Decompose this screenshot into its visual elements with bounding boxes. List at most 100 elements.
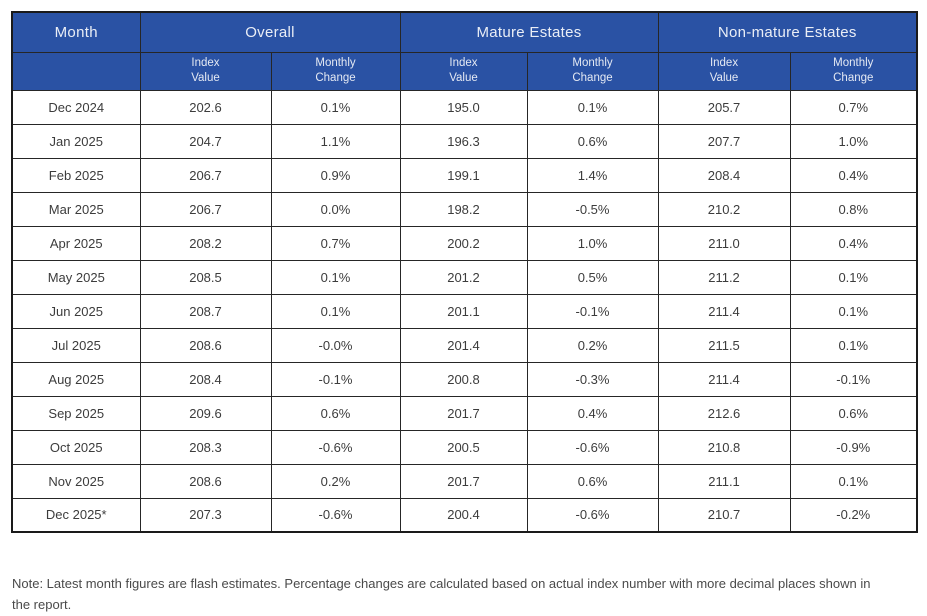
mature-change-cell: -0.5%	[526, 191, 659, 227]
overall-change-cell: 0.7%	[270, 225, 401, 261]
non-mature-change-cell: -0.2%	[789, 497, 918, 533]
month-cell: Dec 2025*	[11, 497, 141, 533]
mature-index-cell: 201.7	[399, 463, 528, 499]
mature-change-cell: -0.6%	[526, 429, 659, 465]
mature-index-cell: 200.2	[399, 225, 528, 261]
mature-index-cell: 196.3	[399, 123, 528, 159]
mature-change-cell: 0.1%	[526, 89, 659, 125]
overall-change-cell: -0.6%	[270, 497, 401, 533]
overall-index-cell: 207.3	[139, 497, 272, 533]
non-mature-index-cell: 212.6	[657, 395, 791, 431]
column-group-overall: Overall	[139, 11, 401, 53]
non-mature-change-cell: -0.9%	[789, 429, 918, 465]
table-header: Month Overall Mature Estates Non-mature …	[11, 11, 918, 91]
sub-header-overall-index-value: Index Value	[139, 51, 272, 91]
overall-change-cell: -0.6%	[270, 429, 401, 465]
overall-index-cell: 208.4	[139, 361, 272, 397]
mature-change-cell: 0.6%	[526, 463, 659, 499]
non-mature-index-cell: 210.2	[657, 191, 791, 227]
overall-change-cell: 0.6%	[270, 395, 401, 431]
overall-change-cell: -0.1%	[270, 361, 401, 397]
table-row: Nov 2025 208.6 0.2% 201.7 0.6% 211.1 0.1%	[11, 463, 918, 499]
mature-index-cell: 195.0	[399, 89, 528, 125]
non-mature-change-cell: 0.7%	[789, 89, 918, 125]
overall-index-cell: 208.2	[139, 225, 272, 261]
mature-index-cell: 201.4	[399, 327, 528, 363]
overall-change-cell: 0.0%	[270, 191, 401, 227]
mature-index-cell: 200.5	[399, 429, 528, 465]
non-mature-index-cell: 208.4	[657, 157, 791, 193]
overall-change-cell: 0.2%	[270, 463, 401, 499]
mature-index-cell: 200.4	[399, 497, 528, 533]
non-mature-change-cell: -0.1%	[789, 361, 918, 397]
mature-change-cell: 0.5%	[526, 259, 659, 295]
mature-index-cell: 198.2	[399, 191, 528, 227]
non-mature-index-cell: 207.7	[657, 123, 791, 159]
sub-header-blank	[11, 51, 141, 91]
table-body: Dec 2024 202.6 0.1% 195.0 0.1% 205.7 0.7% Jan 2…	[11, 89, 918, 533]
month-cell: Dec 2024	[11, 89, 141, 125]
non-mature-index-cell: 211.4	[657, 293, 791, 329]
overall-index-cell: 204.7	[139, 123, 272, 159]
sub-header-overall-monthly-change: Monthly Change	[270, 51, 401, 91]
table-row: Oct 2025 208.3 -0.6% 200.5 -0.6% 210.8 -0.9%	[11, 429, 918, 465]
mature-change-cell: 1.4%	[526, 157, 659, 193]
table-row: Mar 2025 206.7 0.0% 198.2 -0.5% 210.2 0.8%	[11, 191, 918, 227]
non-mature-index-cell: 211.1	[657, 463, 791, 499]
overall-index-cell: 208.3	[139, 429, 272, 465]
mature-change-cell: 0.4%	[526, 395, 659, 431]
overall-change-cell: 0.1%	[270, 259, 401, 295]
month-cell: May 2025	[11, 259, 141, 295]
month-cell: Sep 2025	[11, 395, 141, 431]
sub-header-row: Index Value Monthly Change Index Value M…	[11, 51, 918, 91]
month-cell: Apr 2025	[11, 225, 141, 261]
table-row: Dec 2025* 207.3 -0.6% 200.4 -0.6% 210.7 -0.2%	[11, 497, 918, 533]
month-cell: Oct 2025	[11, 429, 141, 465]
overall-change-cell: 0.1%	[270, 293, 401, 329]
mature-index-cell: 201.7	[399, 395, 528, 431]
non-mature-index-cell: 210.8	[657, 429, 791, 465]
mature-change-cell: 0.2%	[526, 327, 659, 363]
column-group-non-mature-estates: Non-mature Estates	[657, 11, 918, 53]
mature-index-cell: 199.1	[399, 157, 528, 193]
sub-header-non-mature-index-value: Index Value	[657, 51, 791, 91]
non-mature-index-cell: 211.5	[657, 327, 791, 363]
non-mature-change-cell: 0.1%	[789, 259, 918, 295]
overall-index-cell: 206.7	[139, 157, 272, 193]
mature-index-cell: 201.2	[399, 259, 528, 295]
table-row: Jan 2025 204.7 1.1% 196.3 0.6% 207.7 1.0%	[11, 123, 918, 159]
sub-header-mature-index-value: Index Value	[399, 51, 528, 91]
month-cell: Jun 2025	[11, 293, 141, 329]
table-row: Aug 2025 208.4 -0.1% 200.8 -0.3% 211.4 -0.1%	[11, 361, 918, 397]
mature-change-cell: -0.6%	[526, 497, 659, 533]
non-mature-change-cell: 0.8%	[789, 191, 918, 227]
footnote: Note: Latest month figures are flash est…	[12, 576, 871, 613]
table-row: Dec 2024 202.6 0.1% 195.0 0.1% 205.7 0.7%	[11, 89, 918, 125]
price-index-table: Month Overall Mature Estates Non-mature …	[11, 11, 919, 533]
month-cell: Jul 2025	[11, 327, 141, 363]
mature-index-cell: 201.1	[399, 293, 528, 329]
table-row: May 2025 208.5 0.1% 201.2 0.5% 211.2 0.1%	[11, 259, 918, 295]
table-row: Apr 2025 208.2 0.7% 200.2 1.0% 211.0 0.4%	[11, 225, 918, 261]
overall-change-cell: 0.1%	[270, 89, 401, 125]
overall-change-cell: 0.9%	[270, 157, 401, 193]
non-mature-change-cell: 0.4%	[789, 225, 918, 261]
overall-index-cell: 208.7	[139, 293, 272, 329]
month-cell: Nov 2025	[11, 463, 141, 499]
table-row: Jul 2025 208.6 -0.0% 201.4 0.2% 211.5 0.1%	[11, 327, 918, 363]
mature-change-cell: -0.3%	[526, 361, 659, 397]
overall-index-cell: 209.6	[139, 395, 272, 431]
column-header-month: Month	[11, 11, 141, 53]
table-row: Sep 2025 209.6 0.6% 201.7 0.4% 212.6 0.6%	[11, 395, 918, 431]
month-cell: Mar 2025	[11, 191, 141, 227]
non-mature-index-cell: 210.7	[657, 497, 791, 533]
overall-index-cell: 208.5	[139, 259, 272, 295]
non-mature-index-cell: 205.7	[657, 89, 791, 125]
mature-index-cell: 200.8	[399, 361, 528, 397]
overall-index-cell: 202.6	[139, 89, 272, 125]
mature-change-cell: 0.6%	[526, 123, 659, 159]
overall-index-cell: 208.6	[139, 463, 272, 499]
non-mature-change-cell: 0.1%	[789, 327, 918, 363]
non-mature-change-cell: 0.4%	[789, 157, 918, 193]
